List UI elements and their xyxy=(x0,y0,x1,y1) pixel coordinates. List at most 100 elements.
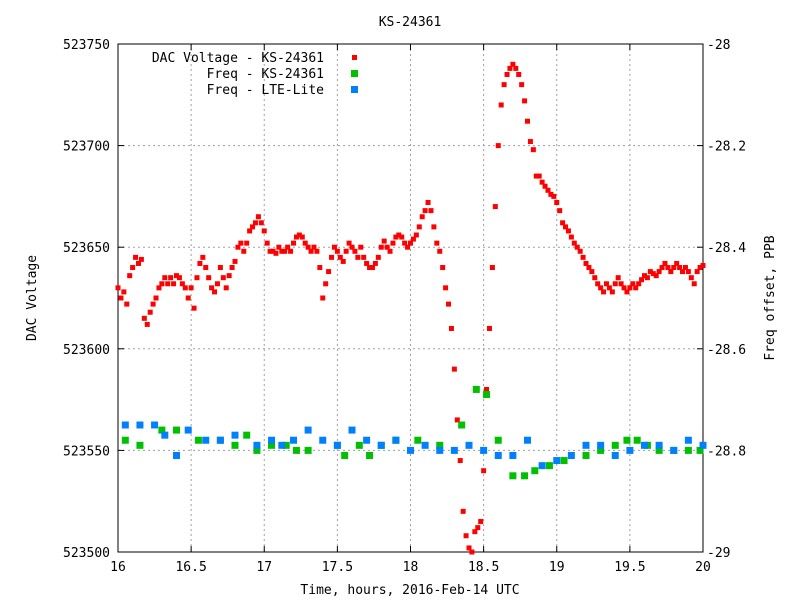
data-point xyxy=(536,173,542,179)
data-point xyxy=(176,275,182,281)
data-point xyxy=(448,325,454,331)
data-point xyxy=(583,260,589,266)
data-point xyxy=(621,285,627,291)
data-point xyxy=(115,285,121,291)
data-point xyxy=(542,183,548,189)
data-point xyxy=(627,285,633,291)
data-point xyxy=(135,260,141,266)
data-point xyxy=(346,240,352,246)
data-point xyxy=(662,260,668,266)
data-point xyxy=(611,451,619,459)
data-point xyxy=(457,458,463,464)
y-tick-label: 523750 xyxy=(63,38,110,53)
chart-title: KS-24361 xyxy=(379,15,442,30)
data-point xyxy=(136,441,144,449)
data-point xyxy=(285,244,291,250)
y-tick-label: 523550 xyxy=(63,444,110,459)
data-point xyxy=(533,173,539,179)
data-point xyxy=(349,244,355,250)
data-point xyxy=(311,244,317,250)
data-point xyxy=(548,191,554,197)
data-point xyxy=(419,214,425,220)
data-point xyxy=(538,462,546,470)
data-point xyxy=(685,269,691,275)
data-point xyxy=(440,265,446,271)
data-point xyxy=(601,289,607,295)
data-point xyxy=(223,285,229,291)
data-point xyxy=(641,441,648,449)
data-point xyxy=(352,248,358,254)
data-point xyxy=(144,321,150,327)
data-point xyxy=(413,232,419,238)
data-point xyxy=(151,421,159,429)
data-point xyxy=(458,421,466,429)
data-point xyxy=(670,446,678,454)
data-point xyxy=(229,265,235,271)
data-point xyxy=(463,533,469,539)
data-point xyxy=(553,457,561,465)
data-point xyxy=(290,436,297,444)
data-point xyxy=(282,441,290,449)
data-point xyxy=(615,275,621,281)
data-point xyxy=(366,451,374,459)
x-axis-label: Time, hours, 2016-Feb-14 UTC xyxy=(300,583,519,598)
data-point xyxy=(121,421,129,429)
data-point xyxy=(650,271,656,277)
data-point xyxy=(340,258,346,264)
data-point xyxy=(217,265,223,271)
data-point xyxy=(232,258,238,264)
data-point xyxy=(557,208,563,214)
data-point xyxy=(158,426,166,434)
data-point xyxy=(565,228,571,234)
data-point xyxy=(443,285,449,291)
data-point xyxy=(545,187,551,193)
data-point xyxy=(509,451,517,459)
data-point xyxy=(647,269,653,275)
data-point xyxy=(582,451,590,459)
data-point xyxy=(571,240,577,246)
data-point xyxy=(626,446,634,454)
data-point xyxy=(355,254,361,260)
data-point xyxy=(238,240,244,246)
data-point xyxy=(522,98,528,104)
data-point xyxy=(574,244,580,250)
data-point xyxy=(431,224,437,230)
data-point xyxy=(680,269,686,275)
data-point xyxy=(212,289,218,295)
data-point xyxy=(671,265,677,271)
data-point xyxy=(682,265,688,271)
data-point xyxy=(595,281,601,287)
data-point xyxy=(200,254,206,260)
data-point xyxy=(501,82,507,88)
data-point xyxy=(603,281,609,287)
data-point xyxy=(203,265,209,271)
data-point xyxy=(451,366,457,372)
data-point xyxy=(261,228,267,234)
data-point xyxy=(118,295,124,301)
data-point xyxy=(421,441,429,449)
data-point xyxy=(299,234,305,240)
data-point xyxy=(235,244,241,250)
data-point xyxy=(642,273,647,279)
data-point xyxy=(568,234,574,240)
data-point xyxy=(293,234,299,240)
data-point xyxy=(202,436,210,444)
data-point xyxy=(174,273,179,279)
data-point xyxy=(270,248,276,254)
data-point xyxy=(700,262,706,268)
data-point xyxy=(367,265,373,271)
data-point xyxy=(521,472,529,480)
data-point xyxy=(510,61,516,67)
data-point xyxy=(314,248,320,254)
data-point xyxy=(156,285,162,291)
data-point xyxy=(560,457,568,465)
data-point xyxy=(665,265,671,271)
data-point xyxy=(390,240,396,246)
data-point xyxy=(278,441,286,449)
data-point xyxy=(337,254,343,260)
data-point xyxy=(465,441,473,449)
data-point xyxy=(489,265,495,271)
data-point xyxy=(644,275,650,281)
data-point xyxy=(504,71,510,77)
data-point xyxy=(592,275,598,281)
